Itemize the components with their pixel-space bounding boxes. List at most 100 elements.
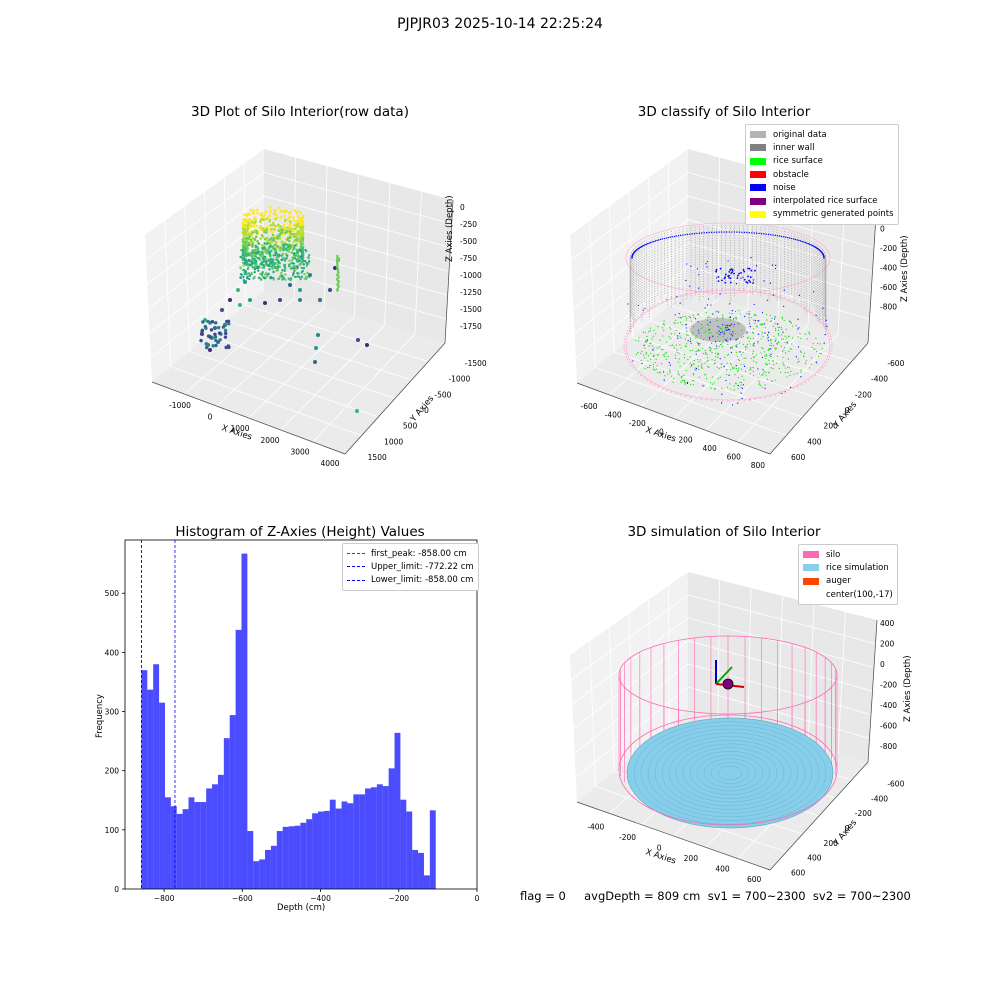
raw-point (283, 226, 286, 229)
raw-point (293, 267, 295, 269)
rice-surface-point (702, 327, 703, 328)
rice-surface-point (714, 388, 715, 389)
raw-point (248, 254, 251, 257)
y-tick-label: -1500 (465, 359, 487, 368)
noise-point (633, 253, 634, 254)
raw-point (275, 214, 278, 217)
rice-surface-point (749, 323, 750, 324)
raw-point (302, 228, 305, 231)
original-data-point (824, 324, 825, 325)
raw-point (252, 212, 255, 215)
rice-surface-point (711, 359, 712, 360)
raw-point (247, 226, 250, 229)
rice-surface-point (701, 324, 702, 325)
rice-surface-point (785, 352, 786, 353)
rice-surface-point (679, 344, 680, 345)
rice-surface-point (733, 333, 734, 334)
grid-line (249, 317, 355, 419)
raw-point (253, 265, 255, 267)
raw-point (261, 215, 264, 218)
raw-point (305, 278, 307, 280)
legend-entry: interpolated rice surface (750, 194, 894, 207)
histogram-bar (224, 738, 230, 889)
rice-surface-point (646, 336, 647, 337)
raw-point (277, 260, 280, 263)
legend-label: auger (826, 576, 851, 586)
raw-point (277, 245, 280, 248)
noise-point (728, 277, 730, 279)
raw-point (286, 249, 289, 252)
raw-point (254, 245, 257, 248)
y-tick-label: -600 (887, 359, 904, 368)
raw-point (293, 240, 296, 243)
grid-line (355, 175, 359, 317)
histogram-legend: first_peak: -858.00 cm Upper_limit: -772.… (342, 543, 479, 591)
rice-surface-point (723, 336, 724, 337)
raw-point (274, 213, 277, 216)
rice-grid (627, 718, 833, 828)
raw-point (250, 263, 253, 266)
rice-surface-point (768, 372, 769, 373)
grid-line (149, 220, 450, 309)
raw-point (275, 236, 278, 239)
rice-surface-point (669, 336, 670, 337)
histogram-bar (342, 801, 348, 889)
raw-point (262, 219, 265, 222)
rice-surface-point (698, 344, 699, 345)
raw-point (289, 235, 292, 238)
raw-point (258, 277, 260, 279)
rice-surface-point (764, 351, 765, 352)
raw-point (272, 254, 274, 256)
rice-surface-point (715, 389, 716, 390)
rice-surface-point (690, 317, 691, 318)
raw-point (266, 275, 268, 277)
histogram-bar (271, 846, 277, 889)
raw-point (249, 275, 251, 277)
legend-swatch (347, 580, 365, 581)
raw-point (253, 262, 255, 264)
rice-surface-point (779, 327, 780, 328)
raw-point (245, 254, 248, 257)
raw-point (336, 258, 338, 260)
noise-point (768, 234, 769, 235)
original-data-point (789, 390, 790, 391)
noise-point (695, 318, 696, 319)
grid-line (596, 368, 787, 436)
raw-point (290, 226, 293, 229)
raw-point (208, 348, 212, 352)
rice-surface-point (710, 348, 711, 349)
rice-surface-point (653, 336, 654, 337)
rice-surface-point (737, 388, 738, 389)
raw-point (261, 227, 264, 230)
raw-point (284, 268, 286, 270)
raw-point (226, 345, 229, 348)
raw-point (280, 216, 283, 219)
original-data-point (831, 347, 832, 348)
rice-surface-point (706, 378, 707, 379)
raw-point (301, 234, 304, 237)
raw-point (299, 223, 302, 226)
histogram-bar (177, 814, 183, 889)
raw-point (295, 243, 298, 246)
rice-surface-point (797, 336, 798, 337)
rice-surface-point (705, 352, 706, 353)
noise-point (747, 282, 748, 283)
raw-point (280, 231, 283, 234)
raw-point (254, 239, 257, 242)
rice-surface-point (731, 364, 732, 365)
raw-point (260, 273, 262, 275)
rice-surface-point (648, 355, 649, 356)
grid-line (185, 206, 190, 351)
noise-point (669, 362, 670, 363)
noise-point (754, 304, 755, 305)
raw-point (300, 245, 303, 248)
raw-point (245, 237, 248, 240)
rice-surface-point (766, 372, 767, 373)
rice-surface-point (675, 330, 676, 331)
raw-point (222, 325, 225, 328)
raw-point (249, 242, 252, 245)
rice-surface-point (694, 369, 695, 370)
raw-point (294, 257, 297, 260)
x-tick-label: 200 (678, 436, 693, 445)
raw-point (302, 253, 305, 256)
